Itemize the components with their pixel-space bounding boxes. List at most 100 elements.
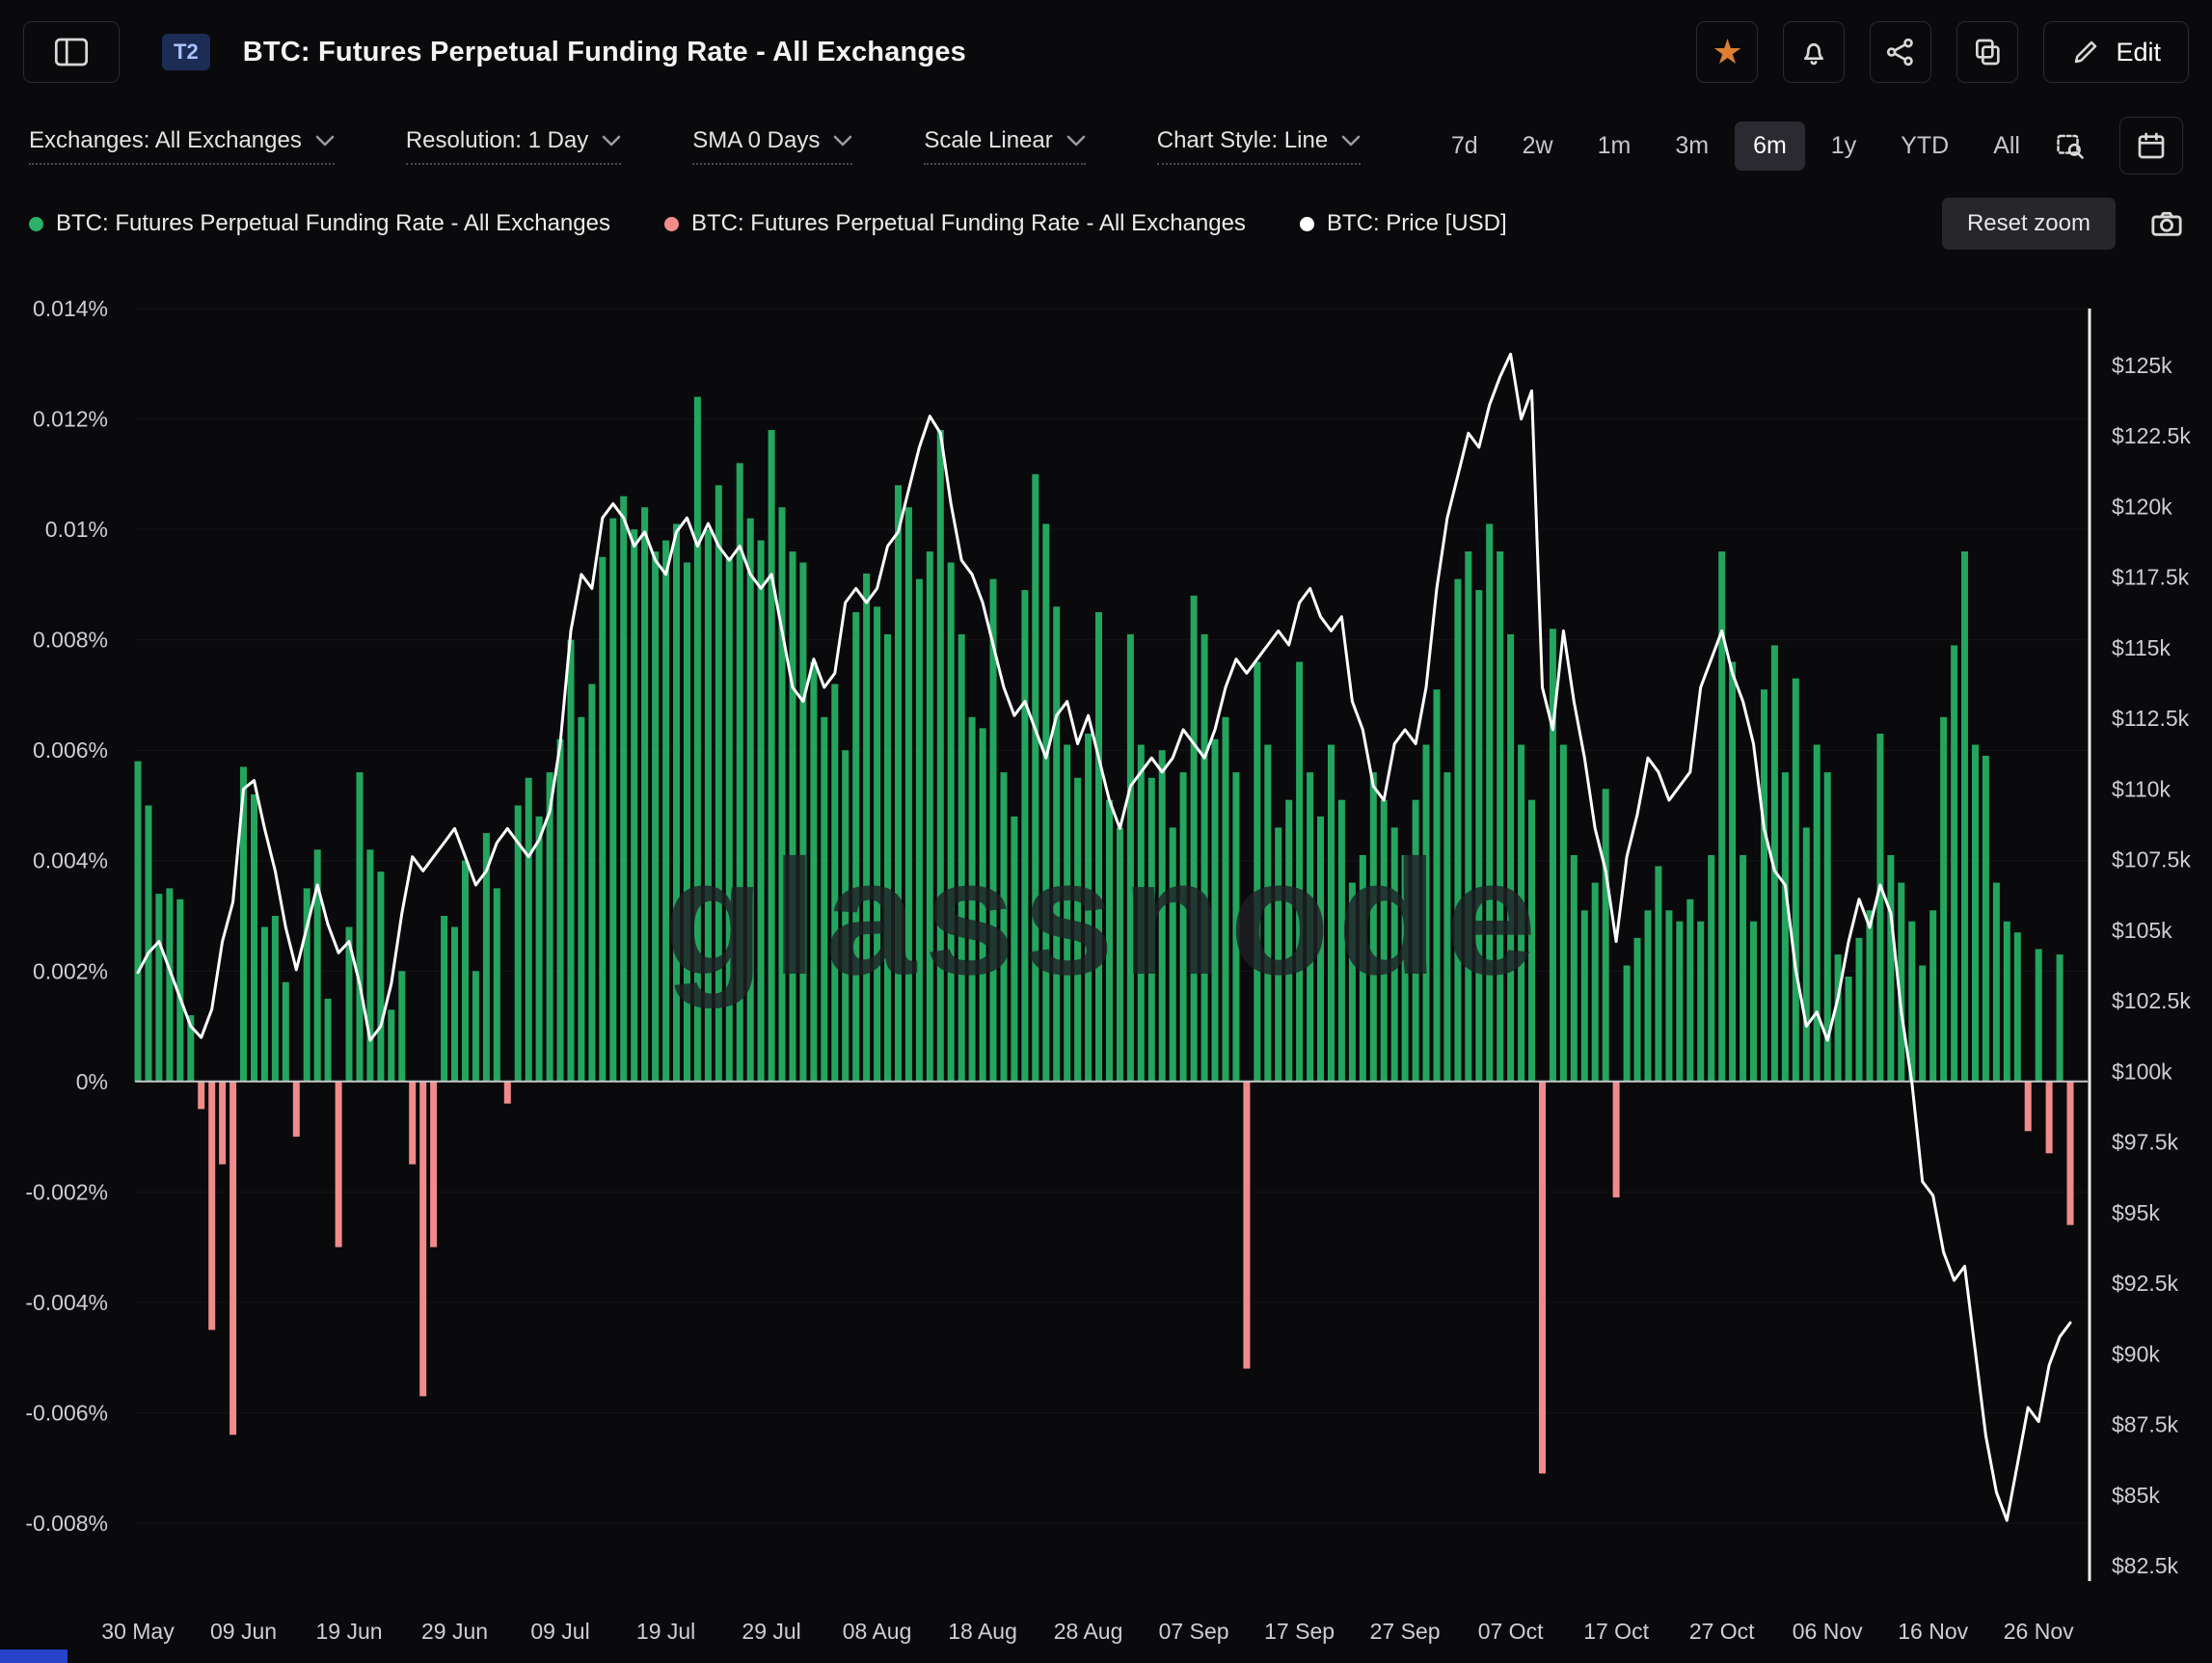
svg-text:$112.5k: $112.5k — [2112, 706, 2190, 731]
legend-label-funding-positive: BTC: Futures Perpetual Funding Rate - Al… — [56, 210, 610, 236]
legend-item-funding-positive[interactable]: BTC: Futures Perpetual Funding Rate - Al… — [29, 210, 610, 237]
scale-dropdown-label: Scale Linear — [924, 126, 1053, 153]
resolution-dropdown-label: Resolution: 1 Day — [405, 126, 589, 153]
svg-text:28 Aug: 28 Aug — [1054, 1619, 1123, 1644]
svg-text:09 Jul: 09 Jul — [530, 1619, 589, 1644]
exchanges-dropdown-label: Exchanges: All Exchanges — [29, 126, 302, 153]
svg-text:29 Jun: 29 Jun — [421, 1619, 488, 1644]
legend-label-funding-negative: BTC: Futures Perpetual Funding Rate - Al… — [690, 210, 1246, 236]
page-title: BTC: Futures Perpetual Funding Rate - Al… — [242, 36, 967, 67]
sidebar-panel-icon — [54, 38, 89, 67]
svg-text:0.012%: 0.012% — [33, 407, 108, 432]
svg-text:06 Nov: 06 Nov — [1793, 1619, 1863, 1644]
svg-text:17 Oct: 17 Oct — [1583, 1619, 1649, 1644]
legend-dot-white-icon — [1299, 216, 1314, 231]
svg-text:$85k: $85k — [2112, 1483, 2160, 1508]
notifications-button[interactable] — [1783, 21, 1846, 83]
toolbar: Exchanges: All Exchanges Resolution: 1 D… — [0, 104, 2212, 187]
duplicate-button[interactable] — [1956, 21, 2019, 83]
svg-text:0.008%: 0.008% — [33, 628, 108, 653]
zoom-select-icon — [2057, 134, 2084, 159]
chart-canvas[interactable]: glassnode 0.014% 0.012% 0.01% 0.008% 0.006% 0.… — [0, 289, 2212, 1663]
camera-icon — [2151, 211, 2182, 236]
svg-text:0.006%: 0.006% — [33, 738, 108, 763]
svg-text:27 Sep: 27 Sep — [1370, 1619, 1441, 1644]
favorite-button[interactable]: ★ — [1696, 21, 1759, 83]
svg-text:07 Oct: 07 Oct — [1478, 1619, 1544, 1644]
svg-text:0.002%: 0.002% — [33, 958, 108, 983]
range-button-1y[interactable]: 1y — [1830, 131, 1857, 159]
svg-text:$97.5k: $97.5k — [2112, 1130, 2179, 1155]
range-selector: 7d 2w 1m 3m 6m 1y YTD All — [1433, 117, 2183, 174]
zoom-select-button[interactable] — [2046, 131, 2094, 160]
range-button-ytd[interactable]: YTD — [1901, 131, 1950, 159]
svg-text:19 Jun: 19 Jun — [315, 1619, 382, 1644]
svg-text:29 Jul: 29 Jul — [742, 1619, 800, 1644]
sma-dropdown[interactable]: SMA 0 Days — [692, 127, 853, 165]
svg-text:$120k: $120k — [2112, 495, 2172, 520]
svg-text:$125k: $125k — [2112, 353, 2172, 378]
svg-text:$115k: $115k — [2112, 635, 2171, 660]
svg-text:$95k: $95k — [2112, 1200, 2160, 1225]
svg-text:26 Nov: 26 Nov — [2004, 1619, 2074, 1644]
svg-text:$87.5k: $87.5k — [2112, 1412, 2179, 1437]
svg-text:$105k: $105k — [2112, 918, 2172, 943]
chevron-down-icon — [834, 135, 852, 146]
chevron-down-icon — [1341, 135, 1361, 146]
share-button[interactable] — [1870, 21, 1932, 83]
svg-text:0.014%: 0.014% — [33, 296, 108, 321]
bell-icon — [1804, 42, 1824, 66]
legend-dot-green-icon — [29, 216, 43, 231]
camera-button[interactable] — [2150, 207, 2183, 240]
svg-text:0.004%: 0.004% — [33, 848, 108, 873]
svg-text:$102.5k: $102.5k — [2112, 988, 2191, 1013]
range-button-1m[interactable]: 1m — [1597, 131, 1632, 159]
svg-text:$110k: $110k — [2112, 776, 2171, 801]
svg-text:09 Jun: 09 Jun — [210, 1619, 277, 1644]
legend-item-price[interactable]: BTC: Price [USD] — [1299, 210, 1507, 237]
scale-dropdown[interactable]: Scale Linear — [924, 126, 1086, 165]
chevron-down-icon — [603, 135, 621, 146]
svg-text:17 Sep: 17 Sep — [1264, 1619, 1335, 1644]
svg-text:$122.5k: $122.5k — [2112, 423, 2191, 448]
svg-text:08 Aug: 08 Aug — [843, 1619, 912, 1644]
chart-tab-badge: T2 — [162, 34, 210, 70]
range-button-3m[interactable]: 3m — [1675, 131, 1710, 159]
svg-text:-0.004%: -0.004% — [25, 1290, 108, 1315]
svg-text:30 May: 30 May — [101, 1619, 175, 1644]
range-button-6m[interactable]: 6m — [1735, 121, 1805, 171]
reset-zoom-button[interactable]: Reset zoom — [1941, 198, 2116, 250]
svg-text:$117.5k: $117.5k — [2112, 565, 2190, 590]
svg-text:16 Nov: 16 Nov — [1898, 1619, 1968, 1644]
x-axis-labels: 30 May 09 Jun 19 Jun 29 Jun 09 Jul 19 Jul 29 J… — [101, 1619, 2074, 1644]
header: T2 BTC: Futures Perpetual Funding Rate -… — [0, 0, 2212, 104]
edit-button-label: Edit — [2116, 37, 2161, 67]
legend-label-price: BTC: Price [USD] — [1326, 210, 1507, 236]
svg-text:-0.006%: -0.006% — [25, 1401, 108, 1426]
chart-style-dropdown[interactable]: Chart Style: Line — [1156, 127, 1362, 165]
svg-text:27 Oct: 27 Oct — [1689, 1619, 1755, 1644]
copy-icon — [1976, 39, 2001, 66]
header-actions: ★ Edit — [1696, 21, 2189, 83]
exchanges-dropdown[interactable]: Exchanges: All Exchanges — [29, 127, 335, 165]
pencil-icon — [2075, 40, 2097, 64]
legend-dot-red-icon — [663, 216, 679, 231]
range-button-all[interactable]: All — [1993, 131, 2020, 159]
edit-button[interactable]: Edit — [2043, 21, 2189, 83]
svg-text:$92.5k: $92.5k — [2112, 1271, 2179, 1296]
svg-text:19 Jul: 19 Jul — [636, 1619, 695, 1644]
chart-svg: glassnode0.014%0.012%0.01%0.008%0.006%0.… — [25, 296, 2191, 1644]
sidebar-toggle-button[interactable] — [23, 21, 120, 83]
svg-text:$90k: $90k — [2112, 1341, 2160, 1366]
right-axis-labels: $125k $122.5k $120k $117.5k $115k $112.5k $110… — [2112, 353, 2191, 1578]
range-button-2w[interactable]: 2w — [1522, 131, 1553, 159]
funding-rate-bars — [134, 396, 2074, 1474]
resolution-dropdown[interactable]: Resolution: 1 Day — [405, 126, 622, 165]
calendar-button[interactable] — [2119, 117, 2183, 174]
legend-item-funding-negative[interactable]: BTC: Futures Perpetual Funding Rate - Al… — [663, 210, 1246, 237]
svg-text:-0.008%: -0.008% — [25, 1511, 108, 1536]
star-icon: ★ — [1712, 32, 1743, 71]
svg-text:0.01%: 0.01% — [45, 517, 108, 542]
range-button-7d[interactable]: 7d — [1450, 131, 1478, 159]
